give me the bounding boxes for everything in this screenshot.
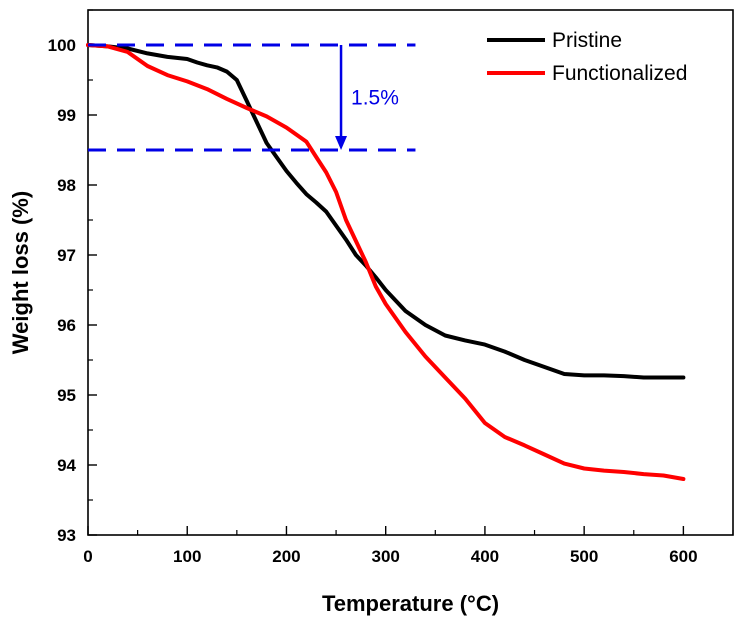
y-tick-label: 99 xyxy=(57,106,76,125)
x-tick-label: 400 xyxy=(471,547,499,566)
y-tick-label: 98 xyxy=(57,176,76,195)
annotation-label: 1.5% xyxy=(351,87,399,110)
plot-frame xyxy=(87,9,734,536)
y-tick-label: 97 xyxy=(57,246,76,265)
x-axis-title: Temperature (°C) xyxy=(322,591,499,616)
x-axis: 0 100 200 300 400 500 600 xyxy=(83,526,734,566)
legend: Pristine Functionalized xyxy=(487,29,687,85)
y-tick-label: 95 xyxy=(57,386,76,405)
x-tick-label: 600 xyxy=(669,547,697,566)
annotation-arrow-head xyxy=(335,136,348,150)
x-tick-label: 300 xyxy=(372,547,400,566)
y-tick-label: 96 xyxy=(57,316,76,335)
plot-border xyxy=(87,9,734,536)
legend-label-pristine: Pristine xyxy=(552,29,622,52)
series-line-functionalized xyxy=(86,43,686,481)
y-tick-label: 94 xyxy=(57,456,76,475)
y-axis: 93 94 95 96 97 98 99 100 xyxy=(48,9,97,545)
series-line-pristine xyxy=(86,43,686,380)
series-layer xyxy=(86,43,686,481)
legend-label-functionalized: Functionalized xyxy=(552,62,687,85)
x-tick-label: 200 xyxy=(272,547,300,566)
y-tick-label: 93 xyxy=(57,526,76,545)
annotation: 1.5% xyxy=(88,43,416,152)
y-axis-title: Weight loss (%) xyxy=(8,191,33,354)
x-tick-label: 500 xyxy=(570,547,598,566)
y-tick-label: 100 xyxy=(48,36,76,55)
x-tick-label: 0 xyxy=(83,547,92,566)
x-tick-label: 100 xyxy=(173,547,201,566)
